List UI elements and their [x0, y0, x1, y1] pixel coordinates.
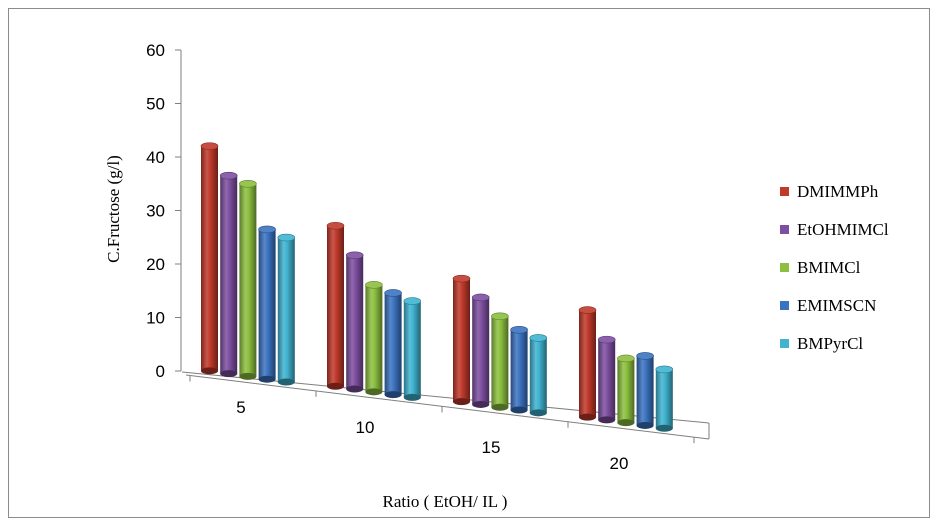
bar-BMIMCl-15	[491, 312, 509, 411]
bar-BMPyrCl-10	[403, 297, 422, 401]
legend-swatch-EMIMSCN	[780, 301, 789, 310]
bar-EMIMSCN-5	[258, 225, 276, 383]
y-axis-title: C.Fructose (g/l)	[104, 155, 123, 263]
legend-label-BMPyrCl: BMPyrCl	[797, 334, 863, 353]
bar-EtOHMIMCl-10	[345, 251, 364, 393]
legend: DMIMMPh EtOHMIMCl BMIMCl EMIMSCN BMPyrCl	[780, 182, 889, 353]
legend-label-EtOHMIMCl: EtOHMIMCl	[797, 220, 889, 239]
legend-label-BMIMCl: BMIMCl	[797, 258, 861, 277]
bars	[200, 142, 674, 432]
chart: 5 10 15 20 0 10 20 30 40 50 60 C.Fructose (g/l) R…	[104, 41, 889, 511]
x-axis-line	[185, 374, 710, 440]
bar-DMIMMPh-15	[452, 274, 471, 406]
legend-label-DMIMMPh: DMIMMPh	[797, 182, 879, 201]
bar-EMIMSCN-15	[510, 325, 528, 414]
y-tick-label: 10	[146, 309, 165, 328]
x-tick-label: 5	[236, 398, 245, 417]
legend-label-EMIMSCN: EMIMSCN	[797, 296, 876, 315]
bar-BMPyrCl-20	[655, 365, 674, 432]
bar-BMIMCl-20	[617, 354, 635, 427]
bar-BMPyrCl-15	[529, 334, 548, 417]
chart-frame: 5 10 15 20 0 10 20 30 40 50 60 C.Fructose (g/l) R…	[8, 8, 930, 518]
bar-BMIMCl-5	[239, 180, 257, 380]
y-tick-label: 0	[156, 362, 165, 381]
bar-EtOHMIMCl-15	[471, 293, 490, 408]
legend-swatch-EtOHMIMCl	[780, 225, 789, 234]
x-tick-label: 10	[356, 418, 375, 437]
legend-swatch-BMIMCl	[780, 263, 789, 272]
bar-EtOHMIMCl-5	[219, 171, 238, 378]
y-tick-label: 30	[146, 202, 165, 221]
y-tick-label: 20	[146, 255, 165, 274]
bar-EMIMSCN-20	[636, 352, 654, 429]
y-tick-label: 40	[146, 148, 165, 167]
x-axis-title: Ratio ( EtOH/ IL )	[383, 492, 508, 511]
y-tick-labels: 0 10 20 30 40 50 60	[146, 41, 165, 381]
bar-DMIMMPh-5	[200, 142, 219, 375]
bar-DMIMMPh-20	[578, 306, 597, 421]
x-tick-label: 15	[482, 438, 501, 457]
y-tick-label: 50	[146, 95, 165, 114]
bar-EMIMSCN-10	[384, 289, 402, 399]
x-tick-label: 20	[610, 454, 629, 473]
bar-BMPyrCl-5	[277, 233, 296, 386]
bar-DMIMMPh-10	[326, 221, 345, 390]
x-tick-labels: 5 10 15 20	[236, 398, 628, 473]
legend-swatch-BMPyrCl	[780, 339, 789, 348]
bar-BMIMCl-10	[365, 281, 383, 396]
bar-EtOHMIMCl-20	[597, 335, 616, 424]
y-tick-label: 60	[146, 41, 165, 60]
legend-swatch-DMIMMPh	[780, 187, 789, 196]
